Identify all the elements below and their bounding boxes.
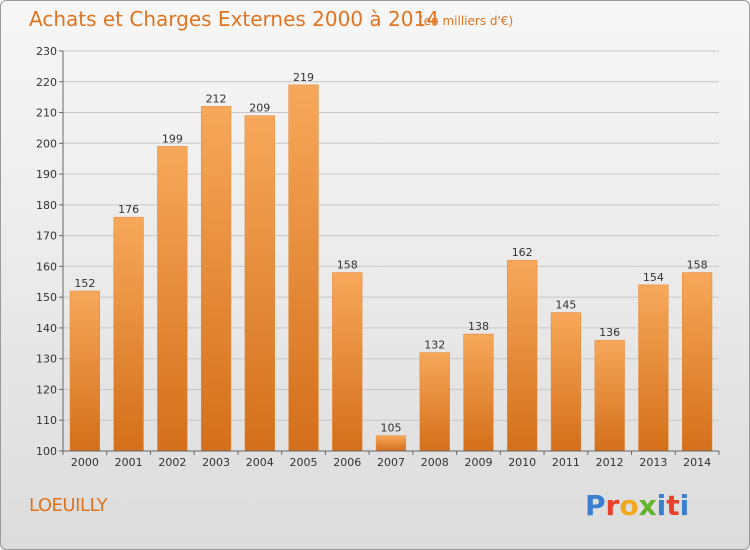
bar-value-label: 212: [206, 92, 227, 105]
bar-value-label: 158: [687, 259, 708, 272]
x-tick-label: 2010: [508, 456, 536, 469]
logo-letter: x: [638, 489, 657, 522]
bar-2006: [332, 272, 363, 452]
logo-letter: i: [656, 489, 667, 522]
bar-value-label: 105: [381, 422, 402, 435]
y-tick-label: 150: [36, 291, 57, 304]
y-tick-label: 230: [36, 45, 57, 58]
bar-2011: [550, 312, 582, 452]
x-tick-label: 2013: [639, 456, 667, 469]
x-tick-label: 2008: [421, 456, 449, 469]
chart-subtitle: (en milliers d'€): [419, 14, 514, 28]
bar-value-label: 199: [162, 132, 183, 145]
y-tick-label: 200: [36, 137, 57, 150]
logo-letter: o: [619, 489, 639, 522]
bar-value-label: 152: [74, 277, 95, 290]
bar-value-label: 138: [468, 320, 489, 333]
y-tick-label: 190: [36, 168, 57, 181]
chart-title: Achats et Charges Externes 2000 à 2014: [29, 7, 439, 31]
bar-value-label: 154: [643, 271, 664, 284]
x-tick-label: 2004: [246, 456, 274, 469]
bar-2013: [638, 284, 669, 452]
x-tick-label: 2003: [202, 456, 230, 469]
bar-value-label: 176: [118, 203, 139, 216]
proxiti-logo: Proxiti: [585, 489, 689, 522]
bar-2002: [157, 146, 188, 452]
bar-2014: [682, 272, 713, 452]
x-tick-label: 2006: [333, 456, 361, 469]
bar-2009: [463, 333, 494, 452]
bar-value-label: 158: [337, 259, 358, 272]
y-tick-label: 170: [36, 230, 57, 243]
logo-letter: t: [666, 489, 680, 522]
y-tick-label: 110: [36, 414, 57, 427]
y-tick-label: 180: [36, 199, 57, 212]
bar-2003: [200, 106, 232, 452]
bar-2007: [375, 435, 407, 452]
y-tick-label: 210: [36, 107, 57, 120]
x-tick-label: 2002: [158, 456, 186, 469]
bar-value-label: 219: [293, 71, 314, 84]
y-tick-label: 100: [36, 445, 57, 458]
x-tick-label: 2005: [290, 456, 318, 469]
x-tick-label: 2007: [377, 456, 405, 469]
bar-2008: [419, 352, 450, 452]
bar-2012: [594, 339, 625, 452]
logo-letter: r: [605, 489, 620, 522]
x-tick-label: 2014: [683, 456, 711, 469]
commune-name: LOEUILLY: [29, 495, 108, 516]
bar-value-label: 132: [424, 339, 445, 352]
y-tick-label: 160: [36, 260, 57, 273]
y-tick-label: 220: [36, 76, 57, 89]
x-tick-label: 2011: [552, 456, 580, 469]
bar-value-label: 136: [599, 326, 620, 339]
y-tick-label: 120: [36, 383, 57, 396]
x-tick-label: 2000: [71, 456, 99, 469]
bar-2005: [288, 84, 319, 452]
bar-2004: [244, 115, 275, 452]
y-tick-label: 130: [36, 353, 57, 366]
bar-2001: [113, 216, 144, 452]
logo-letter: i: [679, 489, 690, 522]
bar-2010: [507, 259, 538, 452]
bar-value-label: 145: [555, 299, 576, 312]
bar-value-label: 162: [512, 246, 533, 259]
logo-letter: P: [585, 489, 606, 522]
bar-2000: [69, 290, 100, 452]
y-tick-label: 140: [36, 322, 57, 335]
x-tick-label: 2001: [115, 456, 143, 469]
x-tick-label: 2012: [596, 456, 624, 469]
x-tick-label: 2009: [464, 456, 492, 469]
bar-value-label: 209: [249, 102, 270, 115]
